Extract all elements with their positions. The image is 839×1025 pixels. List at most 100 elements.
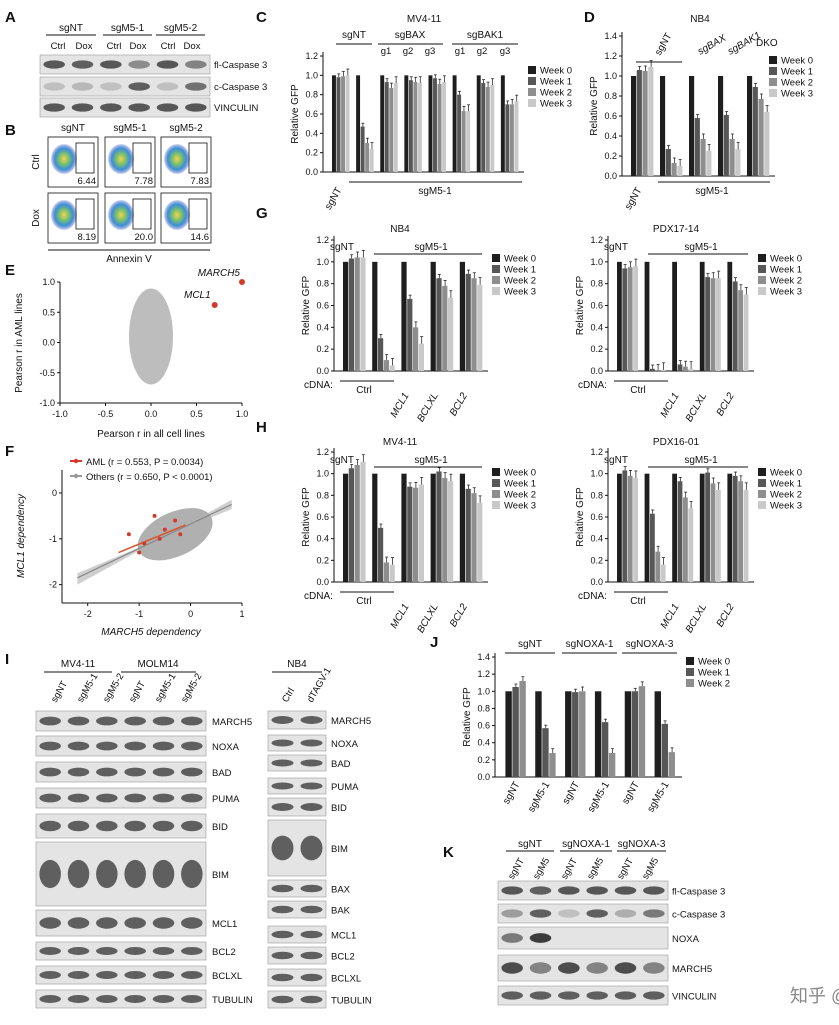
legend-label: Week 3 bbox=[781, 89, 813, 100]
bar bbox=[732, 281, 738, 371]
y-tick-label: 1.0 bbox=[604, 71, 617, 81]
flow-cloud bbox=[108, 144, 134, 174]
blot-box bbox=[35, 909, 207, 937]
bar bbox=[743, 489, 749, 582]
blot-label: c-Caspase 3 bbox=[672, 910, 725, 921]
y-tick-label: 0.0 bbox=[590, 577, 603, 587]
cdna-item: MCL1 bbox=[659, 391, 682, 420]
x-tick-label: 1 bbox=[239, 609, 244, 619]
x-tick-label: 0.0 bbox=[145, 409, 158, 419]
bar bbox=[461, 111, 466, 172]
group-label: MOLM14 bbox=[137, 659, 179, 670]
blot-band bbox=[96, 995, 118, 1003]
y-tick-label: 0.0 bbox=[477, 772, 490, 782]
bar bbox=[372, 261, 378, 371]
panel-letter-C: C bbox=[256, 9, 267, 26]
aml-point bbox=[157, 536, 162, 541]
bar bbox=[465, 488, 471, 582]
blot-A bbox=[39, 54, 211, 75]
blot-band bbox=[96, 917, 118, 929]
bar-chart-D: 0.0 0.2 0.4 0.6 0.8 1.0 1.2 1.4 Relative GFP Week… bbox=[589, 31, 813, 181]
legend-swatch bbox=[686, 668, 694, 676]
blot-band bbox=[39, 716, 61, 726]
bar bbox=[389, 365, 395, 371]
blot-band bbox=[271, 995, 294, 1004]
group-label: sgM5-1 bbox=[414, 242, 448, 253]
bar bbox=[389, 564, 395, 582]
bar bbox=[413, 327, 419, 371]
blot-label: BCLXL bbox=[212, 971, 242, 982]
y-tick-label: 0.6 bbox=[316, 301, 329, 311]
bar bbox=[672, 261, 677, 371]
legend-label: Week 1 bbox=[781, 67, 813, 78]
panel-letter-K: K bbox=[443, 844, 454, 861]
blot-band bbox=[185, 60, 207, 69]
blot-label: fl-Caspase 3 bbox=[214, 60, 267, 71]
y-tick-label: 0.0 bbox=[590, 366, 603, 376]
blot-I-right bbox=[267, 777, 327, 795]
y-tick-label: 0.2 bbox=[316, 344, 329, 354]
bar bbox=[688, 508, 694, 582]
group-label: sgNT bbox=[330, 455, 354, 466]
y-axis-label: Relative GFP bbox=[575, 487, 586, 547]
blot-box bbox=[267, 777, 327, 795]
blot-band bbox=[300, 739, 323, 747]
blot-band bbox=[643, 991, 665, 1000]
blot-band bbox=[181, 820, 203, 832]
aml-point bbox=[142, 541, 147, 546]
legend-label: Week 1 bbox=[504, 265, 536, 276]
blot-I-left bbox=[35, 813, 207, 839]
bar bbox=[665, 149, 671, 176]
legend-swatch bbox=[492, 479, 500, 487]
blot-label: TUBULIN bbox=[331, 996, 372, 1007]
blot-band bbox=[529, 991, 552, 1000]
group-label: sgBAX bbox=[395, 30, 426, 41]
bar-chart-J: 0.0 0.2 0.4 0.6 0.8 1.0 1.2 1.4 Relative GFP Week… bbox=[462, 652, 730, 782]
y-tick-label: 1.0 bbox=[316, 469, 329, 479]
legend-swatch bbox=[492, 468, 500, 476]
flow-value: 6.44 bbox=[78, 176, 97, 187]
blot-I-right bbox=[267, 754, 327, 772]
blot-box bbox=[35, 735, 207, 757]
cdna-item: BCLXL bbox=[415, 391, 440, 424]
bar bbox=[699, 473, 705, 582]
blot-box bbox=[267, 925, 327, 944]
bar bbox=[360, 257, 366, 371]
panel-letter-E: E bbox=[5, 262, 15, 279]
blot-band bbox=[300, 930, 323, 939]
bar bbox=[383, 562, 389, 582]
bar bbox=[735, 149, 741, 176]
blot-band bbox=[39, 820, 61, 832]
blot-band bbox=[152, 995, 175, 1003]
blot-I-right bbox=[267, 797, 327, 817]
condition-label: Ctrl bbox=[161, 41, 176, 52]
group-label: sgNT bbox=[59, 23, 83, 34]
legend-label: Week 1 bbox=[540, 77, 572, 88]
blot-band bbox=[96, 767, 118, 777]
bar bbox=[705, 472, 710, 582]
legend-label: Week 2 bbox=[770, 276, 802, 287]
panel-letter-A: A bbox=[5, 9, 16, 26]
y-tick-label: 1.2 bbox=[316, 235, 329, 245]
y-tick-label: 0.4 bbox=[316, 534, 329, 544]
blot-band bbox=[124, 859, 146, 889]
bar bbox=[519, 681, 526, 777]
bar bbox=[752, 87, 758, 176]
flow-row-label: Dox bbox=[31, 209, 42, 227]
flow-col-label: sgNT bbox=[61, 123, 85, 134]
legend-swatch bbox=[528, 99, 536, 107]
blot-band bbox=[39, 971, 61, 979]
blot-label: BAX bbox=[331, 885, 351, 896]
bar bbox=[448, 481, 454, 582]
blot-band bbox=[96, 716, 118, 726]
blot-band bbox=[271, 716, 294, 724]
blot-label: BID bbox=[212, 822, 228, 833]
bar bbox=[401, 473, 407, 582]
bar bbox=[694, 118, 700, 176]
blot-band bbox=[181, 859, 203, 889]
bar bbox=[457, 94, 462, 172]
blot-label: NOXA bbox=[212, 742, 240, 753]
legend-label: Week 3 bbox=[770, 287, 802, 298]
guide-label: g3 bbox=[425, 46, 436, 57]
legend-label: Week 2 bbox=[540, 88, 572, 99]
